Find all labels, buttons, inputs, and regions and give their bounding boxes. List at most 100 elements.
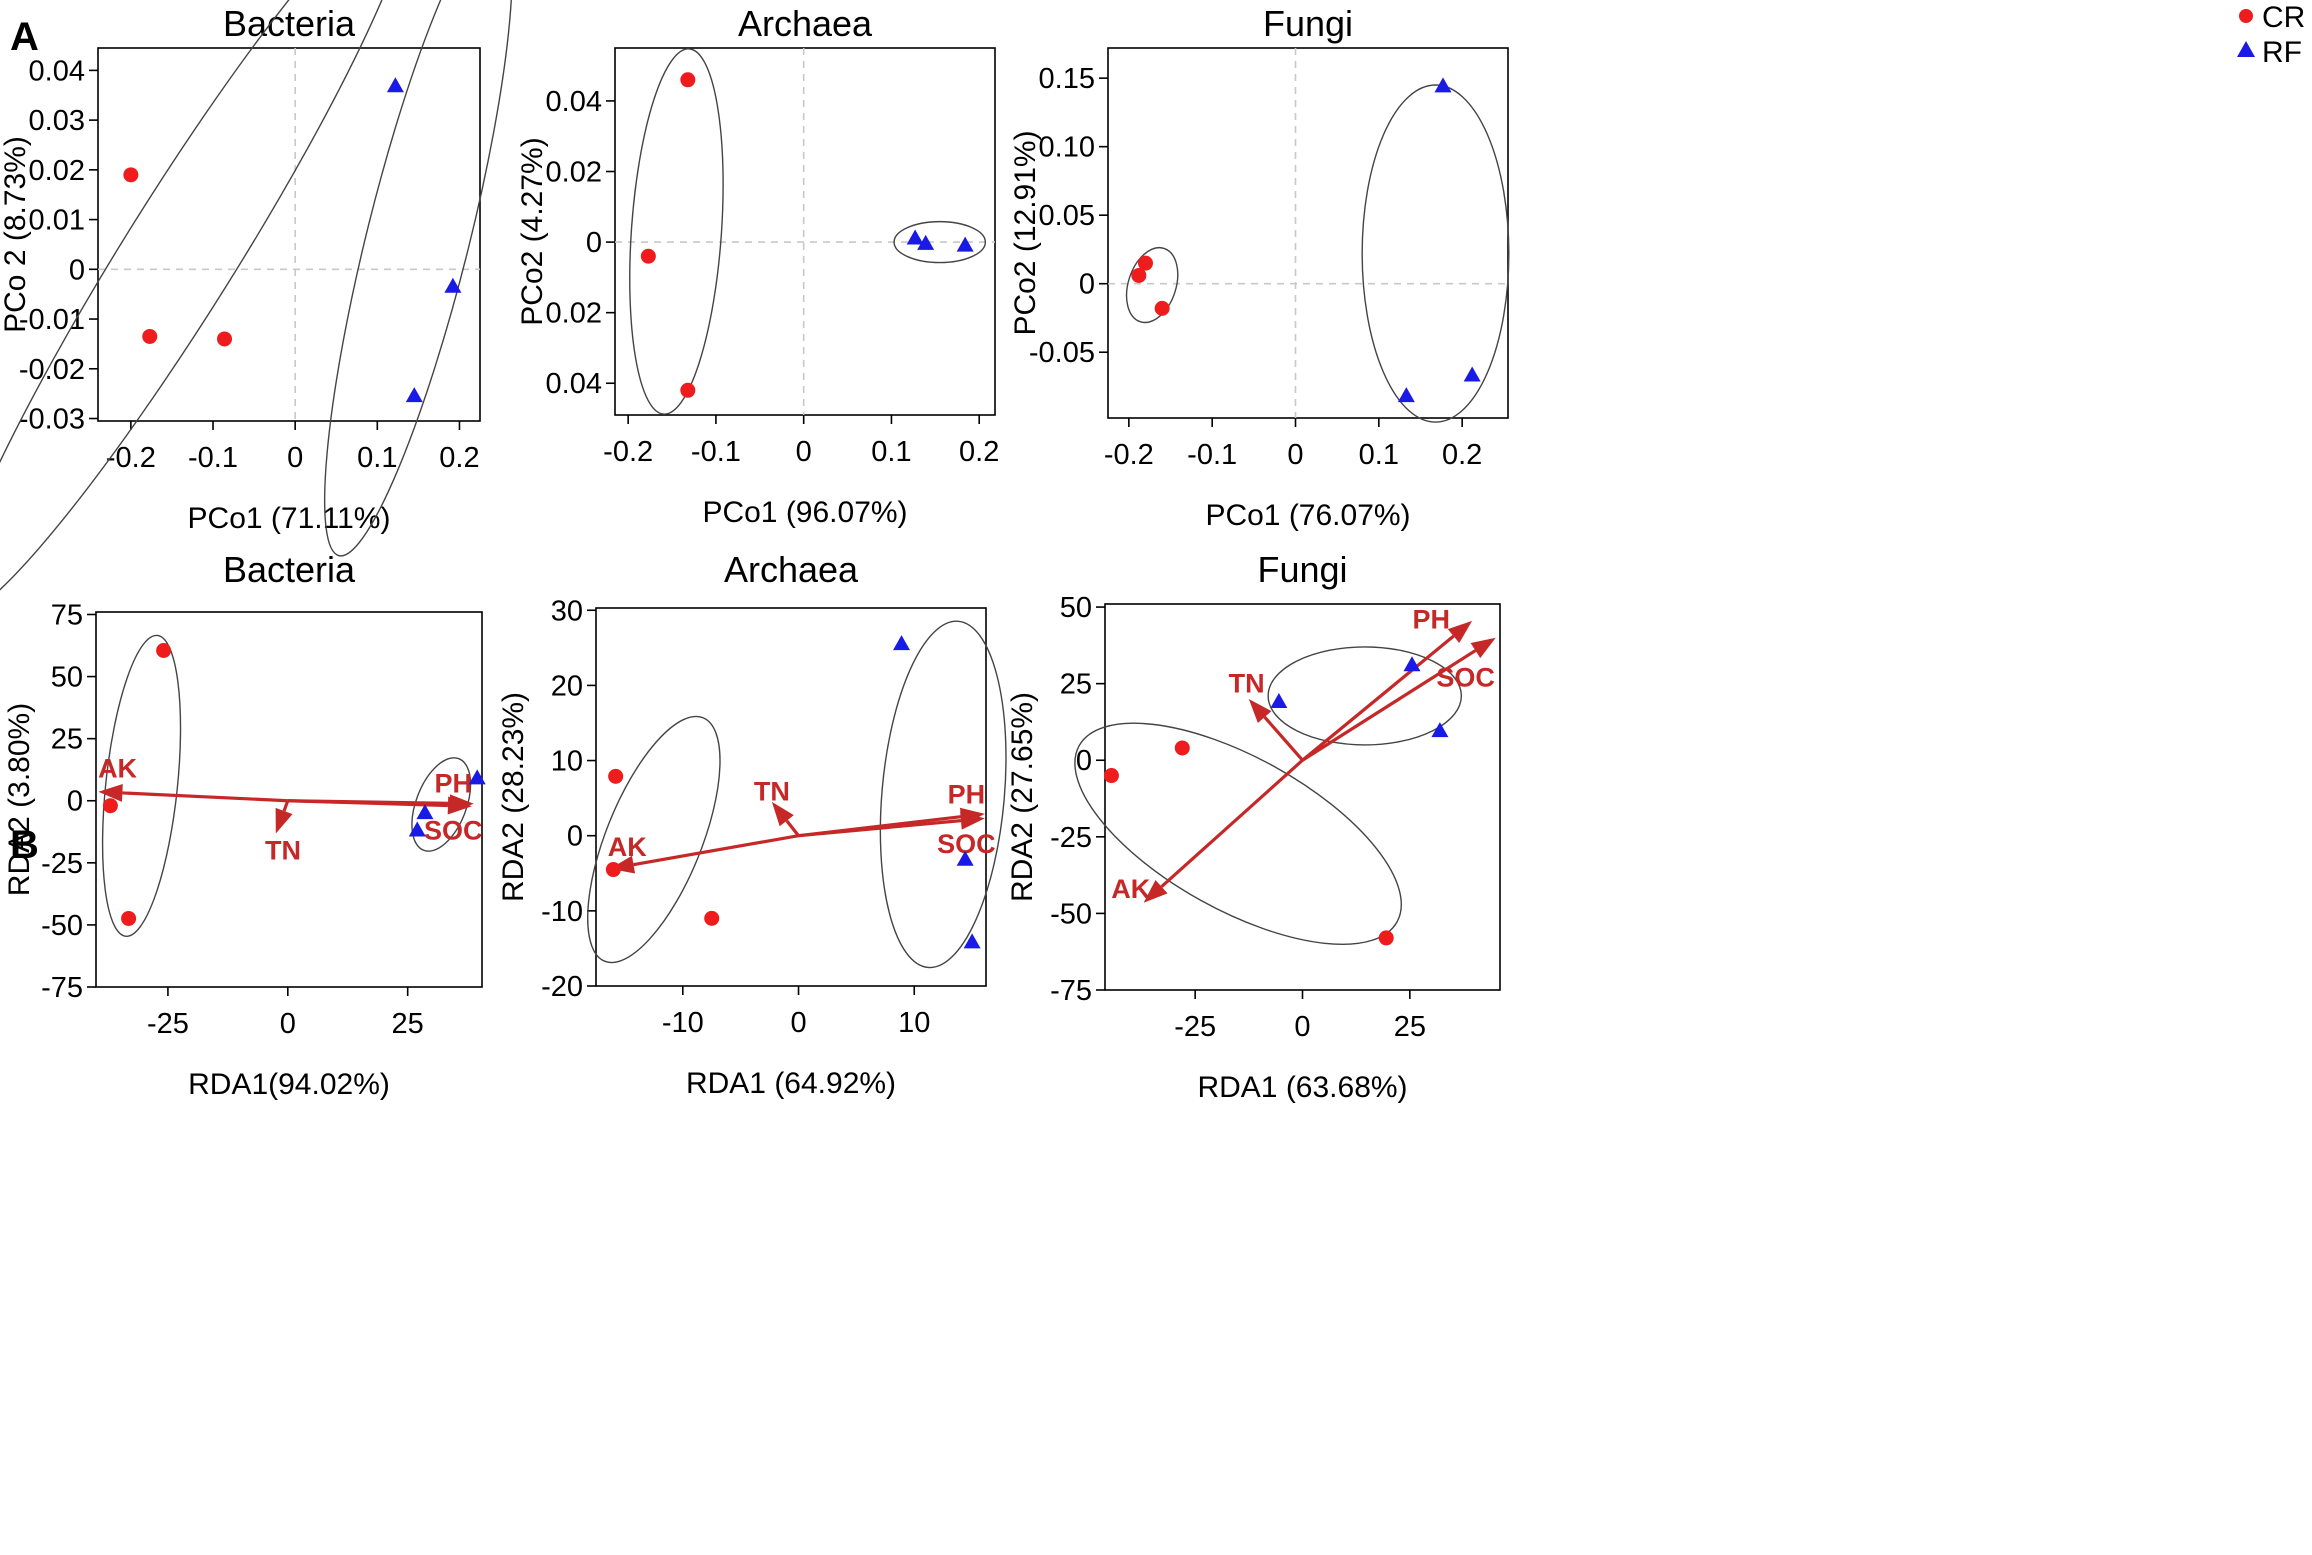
- x-tick-label: 25: [392, 1008, 424, 1040]
- chart-rda-archaea: Archaea -10 0 10 -20 -10 0 10 20 30 RDA1 (64.92%) R…: [497, 549, 1007, 1100]
- y-axis-label: PCo 2 (8.73%): [0, 136, 32, 333]
- ellipse-rf: [1361, 84, 1510, 423]
- point-rf: [1270, 693, 1288, 709]
- arrow-shaft-tn: [785, 819, 800, 837]
- plot-frame: [95, 611, 483, 988]
- point-cr: [217, 331, 233, 347]
- y-tick-label: 0: [67, 786, 83, 818]
- arrow-shaft-ak: [1160, 759, 1304, 888]
- point-rf: [963, 933, 981, 949]
- point-cr: [605, 862, 621, 878]
- y-tick-label: 0.02: [29, 155, 85, 187]
- point-rf: [1463, 366, 1481, 382]
- legend-cr-label: CR: [2262, 1, 2305, 34]
- y-tick-label: -0.01: [19, 304, 85, 336]
- x-tick-label: 10: [898, 1007, 930, 1039]
- arrow-head-soc: [1470, 637, 1496, 659]
- point-rf: [1434, 77, 1452, 93]
- x-axis-label: PCo1 (71.11%): [188, 502, 391, 535]
- chart-title: Fungi: [1263, 3, 1353, 44]
- arrow-label-ak: AK: [608, 832, 647, 862]
- point-cr: [142, 328, 158, 344]
- chart-rda-fungi: Fungi -25 0 25 -75 -50 -25 0 25 50 RDA1 (63.68%) RD…: [1006, 549, 1501, 1104]
- arrow-shaft-soc: [1301, 649, 1477, 762]
- x-tick-label: 0: [1294, 1011, 1310, 1043]
- arrow-head-ak: [98, 783, 123, 802]
- y-tick-label: -10: [541, 896, 583, 928]
- y-tick-label: 25: [1060, 669, 1092, 701]
- ellipse-cr: [101, 634, 182, 937]
- arrow-head-tn: [771, 801, 794, 827]
- arrow-shaft-tn: [282, 800, 290, 812]
- arrow-label-soc: SOC: [424, 816, 483, 846]
- chart-title: Bacteria: [223, 3, 356, 44]
- point-rf: [408, 821, 426, 837]
- point-cr: [1138, 255, 1153, 271]
- plot-frame: [614, 47, 996, 416]
- point-cr: [1378, 930, 1394, 946]
- y-tick-label: 25: [51, 724, 83, 756]
- point-rf: [1431, 722, 1449, 738]
- y-tick-label: 0: [586, 227, 602, 259]
- point-cr: [121, 910, 137, 926]
- y-tick-label: 0: [1076, 745, 1092, 777]
- x-tick-label: 25: [1394, 1011, 1426, 1043]
- y-tick-label: 0.01: [29, 205, 85, 237]
- arrow-head-tn: [1248, 698, 1272, 723]
- y-tick-label: 0.02: [546, 298, 602, 330]
- y-tick-label: 10: [551, 746, 583, 778]
- point-rf: [906, 229, 924, 245]
- arrow-label-tn: TN: [265, 835, 301, 865]
- legend-cr-marker: [2239, 9, 2253, 23]
- point-cr: [640, 248, 656, 264]
- ellipse-cr: [1074, 722, 1402, 946]
- x-tick-label: -0.1: [188, 442, 238, 474]
- panel-label-b: B: [10, 823, 39, 867]
- y-tick-label: 50: [1060, 592, 1092, 624]
- arrow-label-tn: TN: [1229, 669, 1265, 699]
- arrow-label-tn: TN: [754, 776, 790, 806]
- point-cr: [680, 72, 696, 88]
- y-axis-label: RDA2 (3.80%): [3, 703, 36, 896]
- point-rf: [386, 77, 404, 93]
- arrow-head-soc: [447, 796, 472, 815]
- y-tick-label: -25: [1050, 822, 1092, 854]
- ellipse-rf: [1267, 646, 1463, 746]
- y-tick-label: 0: [567, 821, 583, 853]
- arrow-shaft-soc: [798, 819, 962, 838]
- chart-title: Bacteria: [223, 549, 356, 590]
- x-tick-label: 0: [796, 436, 812, 468]
- arrow-head-tn: [275, 807, 293, 834]
- y-tick-label: -75: [41, 972, 83, 1004]
- x-tick-label: -0.2: [603, 436, 653, 468]
- chart-title: Fungi: [1257, 549, 1347, 590]
- y-tick-label: 0.04: [546, 86, 602, 118]
- arrow-shaft-ak: [122, 791, 288, 803]
- ellipse-cr: [629, 48, 724, 415]
- legend-rf-marker: [2237, 41, 2255, 57]
- y-tick-label: -75: [1050, 975, 1092, 1007]
- y-tick-label: 30: [551, 595, 583, 627]
- chart-pcoa-archaea: Archaea -0.2 -0.1 0 0.1 0.2 0.04 0.02 0 0.02 0.04 P…: [516, 3, 999, 529]
- x-tick-label: 0: [790, 1007, 806, 1039]
- point-cr: [704, 910, 720, 926]
- y-tick-label: -0.05: [1029, 337, 1095, 369]
- y-tick-label: 0: [1079, 269, 1095, 301]
- chart-title: Archaea: [724, 549, 859, 590]
- y-tick-label: -50: [41, 910, 83, 942]
- arrow-head-ph: [1447, 620, 1473, 644]
- x-tick-label: -0.2: [106, 442, 156, 474]
- arrow-head-ak: [1143, 879, 1168, 903]
- x-tick-label: 0.1: [357, 442, 397, 474]
- point-rf: [893, 635, 911, 651]
- y-tick-label: -20: [541, 971, 583, 1003]
- point-cr: [1131, 267, 1147, 283]
- chart-pcoa-bacteria: Bacteria -0.2 -0.1 0 0.1 0.2 -0.03 -0.02 -0.01 0 0…: [0, 0, 513, 616]
- arrow-label-ak: AK: [98, 753, 137, 783]
- y-tick-label: 0.03: [29, 105, 85, 137]
- y-tick-label: -50: [1050, 898, 1092, 930]
- x-axis-label: RDA1 (63.68%): [1197, 1071, 1407, 1104]
- chart-rda-bacteria: Bacteria -25 0 25 -75 -50 -25 0 25 50 75 RDA1(94.02…: [3, 549, 486, 1101]
- arrow-label-ph: PH: [1413, 604, 1451, 634]
